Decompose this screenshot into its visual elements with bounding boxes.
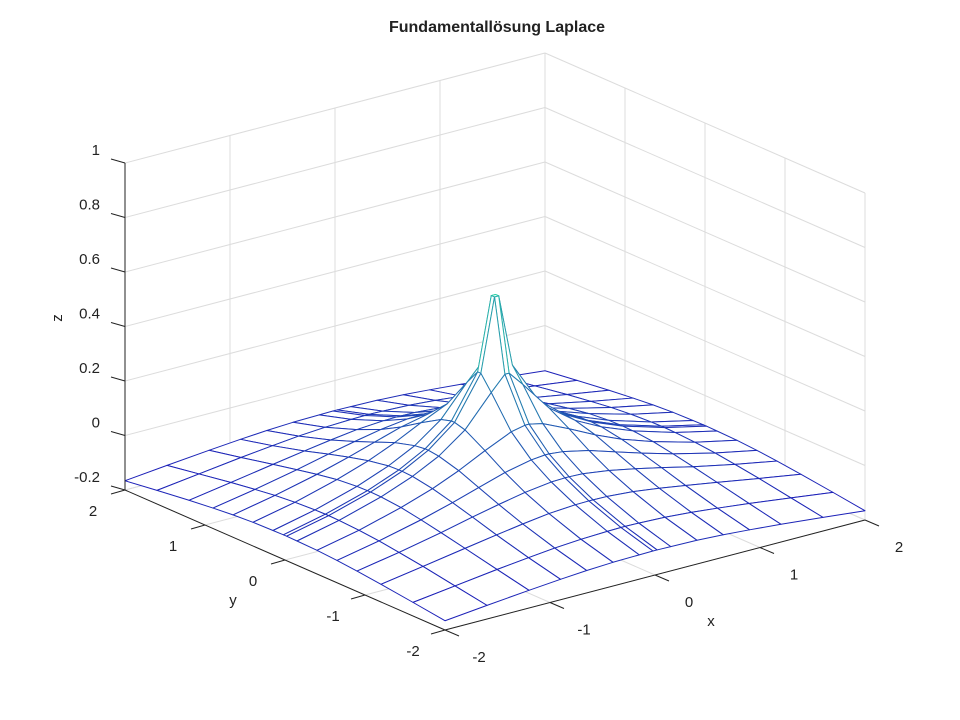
y-tick-label: -2	[406, 643, 419, 660]
grid-line	[124, 325, 546, 436]
y-tick	[110, 489, 126, 495]
grid-line	[544, 325, 866, 466]
y-tick-label: 2	[89, 503, 97, 520]
y-tick	[350, 594, 366, 600]
z-tick	[110, 431, 126, 436]
grid-line	[124, 216, 546, 327]
y-axis-label: y	[229, 592, 237, 609]
grid-line	[544, 107, 866, 248]
y-tick-label: 0	[249, 573, 257, 590]
x-axis-label: x	[707, 613, 715, 630]
z-tick-label: 1	[92, 142, 100, 159]
grid-line	[544, 216, 866, 357]
y-tick	[270, 559, 286, 565]
mesh-cell	[412, 585, 488, 622]
x-tick-label: 0	[685, 594, 693, 611]
x-tick-label: 2	[895, 539, 903, 556]
x-tick	[444, 629, 460, 637]
grid-line	[544, 270, 866, 412]
grid-line	[544, 161, 866, 303]
z-tick	[110, 213, 126, 218]
chart-title: Fundamentallösung Laplace	[389, 19, 605, 36]
grid-line	[124, 107, 546, 218]
z-tick-label: 0.8	[79, 196, 100, 213]
z-tick	[110, 376, 126, 382]
z-tick-label: 0.6	[79, 251, 100, 268]
x-tick	[864, 519, 880, 527]
z-tick-label: 0.4	[79, 305, 100, 322]
z-tick-label: 0.2	[79, 360, 100, 377]
y-tick	[190, 524, 206, 530]
x-tick	[549, 602, 565, 609]
z-tick-label: 0	[92, 414, 100, 431]
grid-line	[124, 270, 546, 382]
y-tick-label: 1	[169, 538, 177, 555]
z-tick	[110, 485, 126, 491]
z-tick	[110, 158, 126, 164]
grid-line	[124, 52, 546, 164]
x-tick	[654, 574, 670, 582]
x-tick-label: -2	[472, 649, 485, 666]
y-tick-label: -1	[326, 608, 339, 625]
z-tick	[110, 322, 126, 327]
y-tick	[430, 629, 446, 635]
grid-line	[544, 52, 866, 194]
x-tick-label: 1	[790, 566, 798, 583]
z-axis-label: z	[49, 314, 66, 322]
grid-line	[124, 161, 546, 273]
z-tick	[110, 267, 126, 273]
x-tick-label: -1	[577, 621, 590, 638]
z-tick-label: -0.2	[74, 469, 100, 486]
x-tick	[759, 547, 775, 554]
